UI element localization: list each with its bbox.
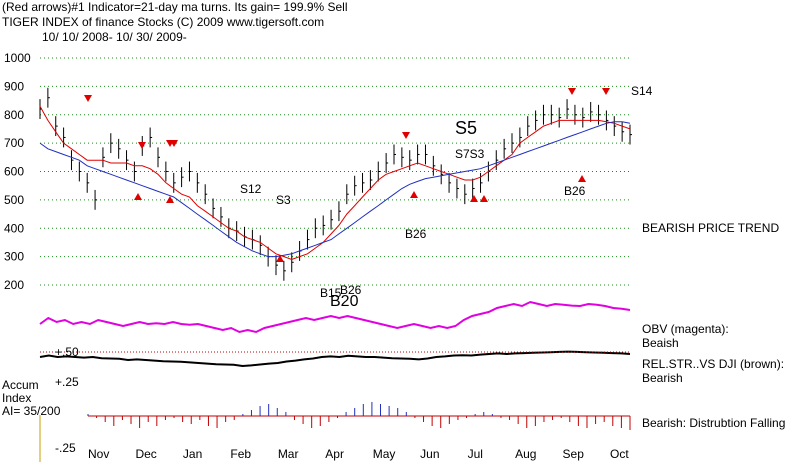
month-tick-label: Jul	[468, 447, 483, 461]
buy-arrow	[578, 175, 586, 182]
month-tick-label: Feb	[230, 447, 251, 461]
price-tick-label: 500	[4, 193, 24, 207]
signal-b20: B20	[330, 293, 359, 310]
signal-b26-1: B26	[405, 227, 427, 241]
price-tick-label: 600	[4, 165, 24, 179]
obv-panel-status: Beaish	[642, 336, 679, 350]
price-tick-label: 200	[4, 278, 24, 292]
accum-label-3: AI= 35/200	[2, 404, 61, 418]
sell-arrow	[402, 132, 410, 139]
accum-label-1: Accum	[2, 378, 39, 392]
sell-arrow	[170, 140, 178, 147]
month-tick-label: May	[373, 447, 396, 461]
price-tick-label: 400	[4, 221, 24, 235]
signal-s14: S14	[631, 84, 653, 98]
buy-arrow	[480, 195, 488, 202]
month-tick-label: Apr	[325, 447, 344, 461]
price-tick-label: 700	[4, 136, 24, 150]
sell-arrow	[84, 95, 92, 102]
obv-tick-label: +.50	[55, 345, 79, 359]
buy-arrow	[410, 191, 418, 198]
signal-s12: S12	[240, 182, 262, 196]
accum-tick-label: -.25	[55, 441, 76, 455]
buy-arrow	[276, 255, 284, 262]
price-tick-label: 300	[4, 250, 24, 264]
sell-arrow	[138, 142, 146, 149]
month-tick-label: Sep	[563, 447, 585, 461]
ma-blue-line	[39, 121, 631, 258]
accum-panel-status: Bearish: Distrubtion Falling	[642, 416, 785, 430]
month-tick-label: Dec	[135, 447, 156, 461]
ma21-line	[39, 105, 631, 261]
obv-panel-label: OBV (magenta):	[642, 322, 729, 336]
buy-arrow	[134, 193, 142, 200]
rel-panel-label: REL.STR..VS DJI (brown):	[642, 357, 784, 371]
buy-arrow	[166, 196, 174, 203]
signal-b26-2: B26	[564, 184, 586, 198]
price-tick-label: 800	[4, 108, 24, 122]
price-tick-label: 1000	[4, 51, 31, 65]
header-line3: 10/ 10/ 2008- 10/ 30/ 2009-	[42, 30, 187, 44]
obv-line	[39, 300, 631, 334]
signal-s3: S3	[276, 193, 291, 207]
bearish-trend-label: BEARISH PRICE TREND	[642, 221, 779, 235]
accum-label-2: Index	[2, 391, 31, 405]
sell-arrow	[568, 88, 576, 95]
signal-b26-3: B26	[340, 283, 362, 297]
rel-tick-label: +.25	[55, 375, 79, 389]
signal-s5: S5	[455, 118, 477, 138]
month-tick-label: Aug	[515, 447, 536, 461]
relstr-line	[39, 350, 631, 368]
month-tick-label: Oct	[610, 447, 629, 461]
header-line2: TIGER INDEX of finance Stocks (C) 2009 w…	[2, 15, 325, 29]
buy-arrow	[470, 195, 478, 202]
month-tick-label: Nov	[88, 447, 109, 461]
month-tick-label: Mar	[278, 447, 299, 461]
month-tick-label: Jun	[420, 447, 439, 461]
rel-panel-status: Bearish	[642, 371, 683, 385]
sell-arrow	[602, 88, 610, 95]
price-tick-label: 900	[4, 79, 24, 93]
signal-s7s3: S7S3	[455, 147, 485, 161]
header-line1: (Red arrows)#1 Indicator=21-day ma turns…	[2, 0, 348, 14]
signal-b15: B15	[320, 286, 342, 300]
month-tick-label: Jan	[183, 447, 202, 461]
